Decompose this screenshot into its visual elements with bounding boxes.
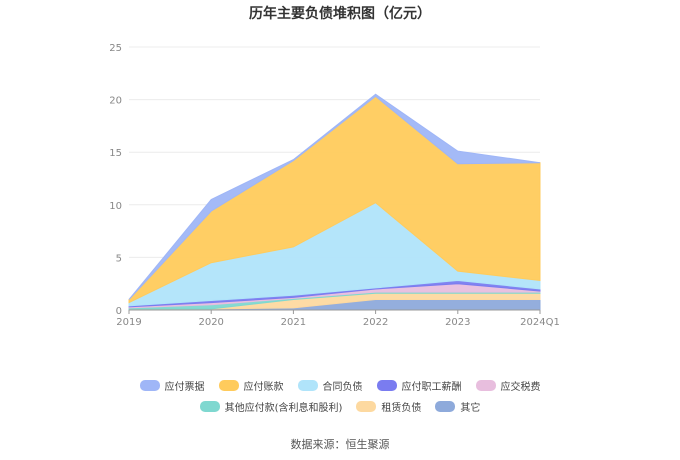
legend-item[interactable]: 应付票据 (139, 378, 205, 393)
legend-item[interactable]: 租赁负债 (356, 399, 421, 414)
legend-label: 合同负债 (322, 382, 363, 393)
y-tick-label: 0 (116, 306, 122, 317)
legend-item[interactable]: 其他应付款(含利息和股利) (199, 399, 343, 414)
legend-item[interactable]: 合同负债 (297, 378, 363, 393)
legend-item[interactable]: 应交税费 (475, 378, 541, 393)
x-tick-label: 2020 (198, 317, 223, 328)
y-tick-label: 5 (116, 253, 122, 264)
chart-title: 历年主要负债堆积图（亿元） (249, 6, 431, 22)
axes: 0 5 10 15 20 25 2019 2020 2021 2022 2023 2024Q1 (109, 43, 560, 328)
x-tick-label: 2023 (445, 317, 470, 328)
y-tick-label: 20 (109, 96, 122, 107)
legend-label: 其他应付款(含利息和股利) (224, 403, 343, 414)
legend-swatch (218, 380, 239, 391)
legend-swatch (376, 380, 397, 391)
legend-swatch (435, 401, 456, 412)
x-tick-label: 2021 (281, 317, 306, 328)
legend-label: 应付票据 (164, 382, 205, 393)
x-tick-label: 2024Q1 (520, 317, 560, 328)
legend-row: 应付票据 应付账款 合同负债 应付职工薪酬 应交税费 (0, 378, 680, 393)
area-series-layer (128, 93, 541, 311)
y-tick-label: 10 (109, 201, 122, 212)
legend-label: 应付职工薪酬 (401, 382, 462, 393)
legend-item[interactable]: 应付职工薪酬 (376, 378, 462, 393)
legend-swatch (475, 380, 496, 391)
legend-swatch (356, 401, 377, 412)
legend-swatch (139, 380, 160, 391)
x-tick-label: 2022 (363, 317, 388, 328)
legend: 应付票据 应付账款 合同负债 应付职工薪酬 应交税费 其他应付款(含利息和股利) 租赁负债其… (0, 378, 680, 420)
legend-label: 应交税费 (500, 382, 541, 393)
x-tick-label: 2019 (116, 317, 141, 328)
stacked-area-chart: 0 5 10 15 20 25 2019 2020 2021 2022 2023 2024Q1 (109, 43, 560, 328)
legend-label: 其它 (460, 403, 481, 414)
legend-label: 应付账款 (243, 382, 284, 393)
source-note: 数据来源：恒生聚源 (290, 438, 390, 451)
area-应付票据 (128, 93, 541, 300)
legend-row: 其他应付款(含利息和股利) 租赁负债 其它 (0, 399, 680, 414)
legend-swatch (297, 380, 318, 391)
legend-item[interactable]: 其它 (435, 399, 480, 414)
legend-label: 租赁负债 (381, 403, 422, 414)
y-tick-label: 15 (109, 148, 122, 159)
legend-item[interactable]: 应付账款 (218, 378, 284, 393)
legend-swatch (199, 401, 220, 412)
y-tick-label: 25 (109, 43, 122, 54)
